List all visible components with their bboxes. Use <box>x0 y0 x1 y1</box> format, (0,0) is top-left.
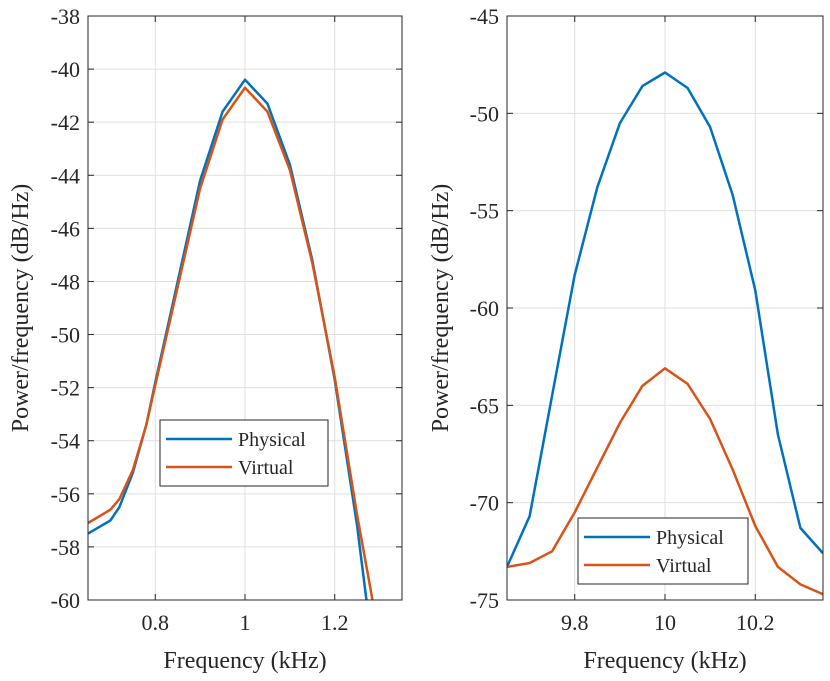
y-tick-label: -46 <box>51 216 80 241</box>
y-tick-label: -42 <box>51 110 80 135</box>
legend-label-physical: Physical <box>656 527 724 549</box>
y-tick-label: -45 <box>470 4 499 29</box>
y-tick-label: -58 <box>51 535 80 560</box>
y-tick-label: -65 <box>470 393 499 418</box>
x-tick-label: 0.8 <box>142 610 170 635</box>
y-tick-label: -70 <box>470 491 499 516</box>
y-tick-label: -50 <box>51 323 80 348</box>
x-tick-label: 9.8 <box>561 610 589 635</box>
legend: Physical Virtual <box>159 419 329 487</box>
right-chart: 9.8 10 10.2 -75 -70 -65 -60 -55 -50 -45 Frequency … <box>428 4 824 674</box>
series-line-virtual <box>507 367 823 596</box>
series-line-virtual <box>88 86 374 600</box>
y-tick-label: -56 <box>51 482 80 507</box>
y-tick-label: -48 <box>51 269 80 294</box>
y-tick-label: -60 <box>470 296 499 321</box>
y-tick-label: -60 <box>51 588 80 613</box>
left-chart: 0.8 1 1.2 -60 -58 -56 -54 -52 -50 -48 -46 -44 -42 -40… <box>8 4 403 674</box>
legend-label-physical: Physical <box>238 429 306 451</box>
x-tick-label: 10.2 <box>736 610 775 635</box>
y-tick-label: -52 <box>51 376 80 401</box>
y-axis-label: Power/frequency (dB/Hz) <box>8 184 34 433</box>
legend-label-virtual: Virtual <box>238 457 294 479</box>
y-tick-label: -55 <box>470 199 499 224</box>
legend-box <box>159 419 329 487</box>
y-tick-label: -50 <box>470 101 499 126</box>
y-tick-label: -38 <box>51 4 80 29</box>
series-line-physical <box>507 71 823 568</box>
y-axis-label: Power/frequency (dB/Hz) <box>428 184 454 433</box>
y-tick-label: -54 <box>51 429 80 454</box>
legend: Physical Virtual <box>577 517 749 585</box>
x-axis-label: Frequency (kHz) <box>163 648 326 674</box>
x-tick-label: 1.2 <box>321 610 349 635</box>
y-tick-label: -75 <box>470 588 499 613</box>
legend-label-virtual: Virtual <box>656 555 712 577</box>
legend-box <box>577 517 749 585</box>
x-axis-label: Frequency (kHz) <box>583 648 746 674</box>
y-tick-label: -40 <box>51 57 80 82</box>
x-tick-label: 10 <box>654 610 676 635</box>
y-tick-label: -44 <box>51 163 80 188</box>
x-tick-label: 1 <box>240 610 251 635</box>
